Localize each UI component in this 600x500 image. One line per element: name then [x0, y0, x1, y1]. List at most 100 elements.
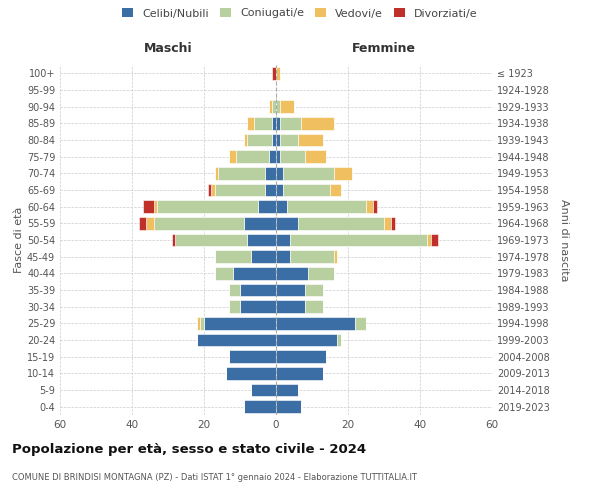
Bar: [272, 100, 276, 113]
Bar: [330, 184, 341, 196]
Bar: [229, 150, 236, 163]
Bar: [280, 100, 294, 113]
Bar: [240, 284, 276, 296]
Bar: [200, 317, 204, 330]
Bar: [276, 300, 305, 313]
Bar: [197, 334, 276, 346]
Bar: [276, 217, 298, 230]
Bar: [334, 167, 352, 179]
Bar: [272, 134, 276, 146]
Bar: [251, 250, 276, 263]
Bar: [276, 350, 326, 363]
Bar: [308, 267, 334, 280]
Bar: [211, 184, 215, 196]
Bar: [240, 300, 276, 313]
Bar: [236, 150, 269, 163]
Bar: [290, 250, 334, 263]
Bar: [301, 117, 334, 130]
Bar: [218, 167, 265, 179]
Bar: [276, 134, 280, 146]
Bar: [204, 317, 276, 330]
Bar: [276, 384, 298, 396]
Bar: [247, 117, 254, 130]
Bar: [197, 317, 200, 330]
Bar: [276, 67, 280, 80]
Bar: [172, 234, 175, 246]
Bar: [247, 134, 272, 146]
Bar: [391, 217, 395, 230]
Bar: [247, 234, 276, 246]
Bar: [373, 200, 377, 213]
Bar: [366, 200, 373, 213]
Bar: [276, 150, 280, 163]
Bar: [175, 234, 247, 246]
Bar: [283, 184, 330, 196]
Bar: [265, 184, 276, 196]
Bar: [229, 284, 240, 296]
Bar: [337, 334, 341, 346]
Bar: [272, 67, 276, 80]
Bar: [283, 167, 334, 179]
Bar: [276, 334, 337, 346]
Bar: [258, 200, 276, 213]
Bar: [427, 234, 431, 246]
Bar: [276, 100, 280, 113]
Text: Maschi: Maschi: [143, 42, 193, 55]
Bar: [280, 134, 298, 146]
Bar: [157, 200, 258, 213]
Bar: [244, 134, 247, 146]
Bar: [251, 384, 276, 396]
Bar: [431, 234, 438, 246]
Bar: [276, 284, 305, 296]
Bar: [287, 200, 366, 213]
Bar: [265, 167, 276, 179]
Bar: [254, 117, 272, 130]
Bar: [229, 350, 276, 363]
Text: COMUNE DI BRINDISI MONTAGNA (PZ) - Dati ISTAT 1° gennaio 2024 - Elaborazione TUT: COMUNE DI BRINDISI MONTAGNA (PZ) - Dati …: [12, 472, 417, 482]
Bar: [276, 400, 301, 413]
Bar: [215, 167, 218, 179]
Bar: [305, 150, 326, 163]
Bar: [280, 117, 301, 130]
Bar: [226, 367, 276, 380]
Bar: [276, 234, 290, 246]
Bar: [215, 250, 251, 263]
Bar: [146, 217, 154, 230]
Bar: [269, 100, 272, 113]
Bar: [269, 150, 276, 163]
Bar: [298, 134, 323, 146]
Bar: [215, 267, 233, 280]
Bar: [276, 167, 283, 179]
Bar: [276, 317, 355, 330]
Bar: [305, 284, 323, 296]
Bar: [280, 150, 305, 163]
Bar: [276, 267, 308, 280]
Bar: [208, 184, 211, 196]
Y-axis label: Fasce di età: Fasce di età: [14, 207, 24, 273]
Bar: [139, 217, 146, 230]
Bar: [290, 234, 427, 246]
Bar: [276, 250, 290, 263]
Bar: [276, 117, 280, 130]
Bar: [355, 317, 366, 330]
Bar: [305, 300, 323, 313]
Bar: [143, 200, 154, 213]
Bar: [244, 400, 276, 413]
Bar: [154, 200, 157, 213]
Bar: [384, 217, 391, 230]
Bar: [272, 117, 276, 130]
Bar: [233, 267, 276, 280]
Bar: [276, 367, 323, 380]
Bar: [215, 184, 265, 196]
Legend: Celibi/Nubili, Coniugati/e, Vedovi/e, Divorziati/e: Celibi/Nubili, Coniugati/e, Vedovi/e, Di…: [122, 8, 478, 18]
Bar: [298, 217, 384, 230]
Bar: [244, 217, 276, 230]
Text: Popolazione per età, sesso e stato civile - 2024: Popolazione per età, sesso e stato civil…: [12, 442, 366, 456]
Bar: [276, 184, 283, 196]
Bar: [154, 217, 244, 230]
Text: Femmine: Femmine: [352, 42, 416, 55]
Y-axis label: Anni di nascita: Anni di nascita: [559, 198, 569, 281]
Bar: [229, 300, 240, 313]
Bar: [334, 250, 337, 263]
Bar: [276, 200, 287, 213]
